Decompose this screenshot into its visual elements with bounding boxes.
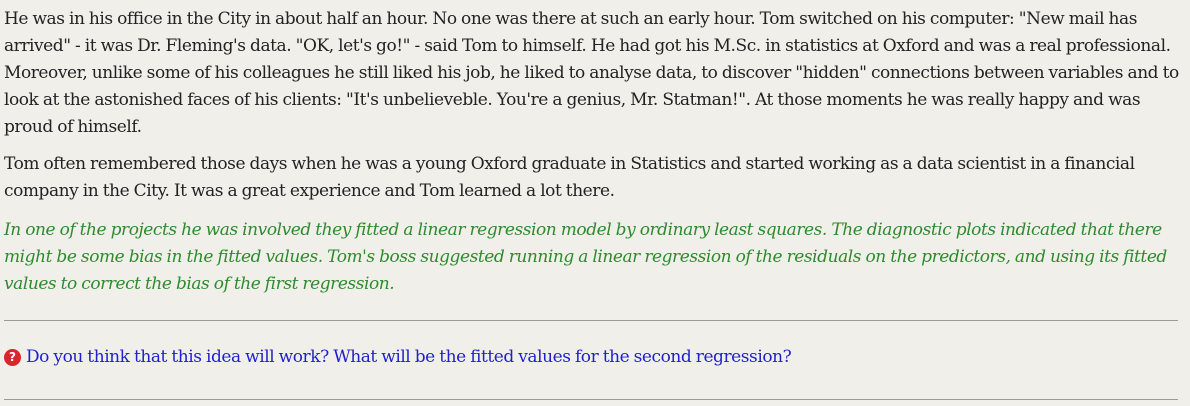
story-paragraph-office: He was in his office in the City in abou… — [4, 9, 1179, 137]
question-link[interactable]: Do you think that this idea will work? W… — [26, 347, 792, 367]
question-row: ? Do you think that this idea will work?… — [4, 347, 792, 367]
story-paragraph-project: In one of the projects he was involved t… — [4, 220, 1167, 294]
divider-bottom — [4, 399, 1178, 400]
divider-top — [4, 320, 1178, 321]
story-paragraph-memories: Tom often remembered those days when he … — [4, 154, 1135, 201]
story-content: He was in his office in the City in abou… — [4, 6, 1184, 298]
question-circle-icon: ? — [4, 348, 21, 366]
